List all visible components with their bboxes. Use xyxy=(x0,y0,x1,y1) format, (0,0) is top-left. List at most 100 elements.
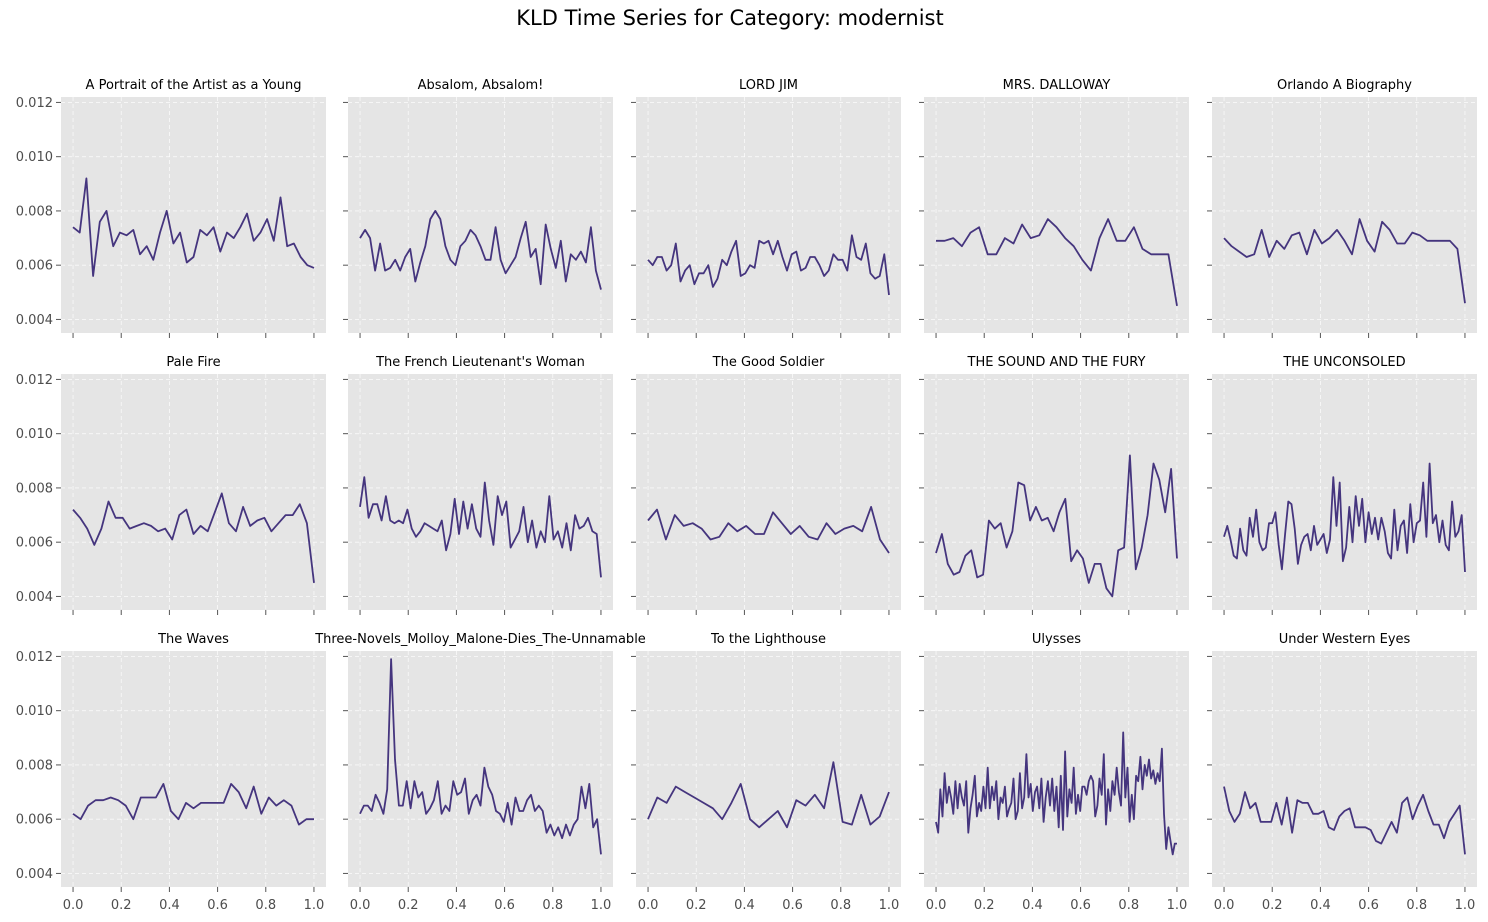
panel-title: MRS. DALLOWAY xyxy=(1003,78,1111,93)
series-line xyxy=(1223,786,1466,855)
x-tick-label: 0.2 xyxy=(974,898,995,913)
panel-title: Absalom, Absalom! xyxy=(418,78,544,93)
panel-background xyxy=(61,97,326,333)
x-tick-label: 0.0 xyxy=(63,898,84,913)
panel-title: THE UNCONSOLED xyxy=(1282,355,1405,370)
y-tick-label: 0.010 xyxy=(16,150,53,165)
series-line xyxy=(935,731,1177,856)
x-tick-label: 0.4 xyxy=(446,898,467,913)
y-tick-label: 0.012 xyxy=(16,650,53,665)
x-tick-label: 0.4 xyxy=(1022,898,1043,913)
panel-title: Under Western Eyes xyxy=(1279,632,1411,647)
x-tick-label: 0.0 xyxy=(1214,898,1235,913)
x-tick-label: 1.0 xyxy=(591,898,612,913)
panel-background xyxy=(1212,651,1477,887)
y-tick-label: 0.010 xyxy=(16,427,53,442)
panel: 0.004 0.006 0.008 0.010 0.012 Pale Fire xyxy=(16,355,326,615)
panel-background xyxy=(924,97,1189,333)
x-tick-label: 0.0 xyxy=(350,898,371,913)
panel-background xyxy=(348,97,613,333)
x-tick-label: 0.4 xyxy=(734,898,755,913)
y-tick-label: 0.008 xyxy=(16,204,53,219)
series-line xyxy=(1223,218,1466,304)
panel-title: Three-Novels_Molloy_Malone-Dies_The-Unna… xyxy=(314,632,646,647)
x-tick-label: 1.0 xyxy=(304,898,325,913)
panel: LORD JIM xyxy=(631,78,901,338)
x-tick-label: 1.0 xyxy=(1167,898,1188,913)
panel: THE SOUND AND THE FURY xyxy=(919,355,1189,615)
series-line xyxy=(72,177,315,277)
y-tick-label: 0.012 xyxy=(16,373,53,388)
series-line xyxy=(647,505,890,554)
series-line xyxy=(935,454,1178,598)
panel-title: LORD JIM xyxy=(739,78,798,93)
series-line xyxy=(936,218,1178,307)
panel-title: To the Lighthouse xyxy=(710,632,826,647)
series-line xyxy=(647,761,890,829)
panel: MRS. DALLOWAY xyxy=(919,78,1189,338)
panel-title: THE SOUND AND THE FURY xyxy=(967,355,1146,370)
panel-background xyxy=(636,374,901,610)
panel: Absalom, Absalom! xyxy=(343,78,613,338)
panel-title: A Portrait of the Artist as a Young xyxy=(86,78,302,93)
panel: 0.0 0.2 0.4 0.6 0.8 1.0 Under Western Eyes xyxy=(1207,632,1477,913)
panel-title: The French Lieutenant's Woman xyxy=(375,355,585,370)
y-tick-label: 0.008 xyxy=(16,481,53,496)
panel-background xyxy=(636,651,901,887)
x-tick-label: 0.6 xyxy=(1358,898,1379,913)
x-tick-label: 0.8 xyxy=(255,898,276,913)
panel-background xyxy=(924,374,1189,610)
series-line xyxy=(72,783,314,826)
x-tick-label: 0.8 xyxy=(542,898,563,913)
series-line xyxy=(647,234,890,296)
y-tick-label: 0.012 xyxy=(16,96,53,111)
panel-title: Pale Fire xyxy=(166,355,220,370)
panel-background xyxy=(61,374,326,610)
x-tick-label: 1.0 xyxy=(1455,898,1476,913)
x-tick-label: 0.4 xyxy=(1310,898,1331,913)
panel-title: The Waves xyxy=(157,632,229,647)
y-tick-label: 0.004 xyxy=(16,867,53,882)
y-tick-label: 0.006 xyxy=(16,259,53,274)
x-tick-label: 0.6 xyxy=(782,898,803,913)
x-tick-label: 0.0 xyxy=(926,898,947,913)
x-tick-label: 0.4 xyxy=(159,898,180,913)
y-tick-label: 0.004 xyxy=(16,590,53,605)
panel: 0.0 0.2 0.4 0.6 0.8 1.0 0.004 0.006 0.008 0.010 0.… xyxy=(16,632,326,913)
panel: 0.004 0.006 0.008 0.010 0.012 A Portrait of t… xyxy=(16,78,326,338)
x-tick-label: 1.0 xyxy=(879,898,900,913)
y-tick-label: 0.004 xyxy=(16,313,53,328)
panels-group: 0.004 0.006 0.008 0.010 0.012 A Portrait of t… xyxy=(16,78,1477,913)
panel-title: The Good Soldier xyxy=(712,355,825,370)
panel: THE UNCONSOLED xyxy=(1207,355,1477,615)
panel-background xyxy=(636,97,901,333)
series-line xyxy=(359,209,602,290)
y-tick-label: 0.008 xyxy=(16,758,53,773)
series-line xyxy=(359,476,602,578)
x-tick-label: 0.6 xyxy=(207,898,228,913)
series-line xyxy=(1223,462,1466,573)
x-tick-label: 0.2 xyxy=(111,898,132,913)
panel-title: Orlando A Biography xyxy=(1277,78,1412,93)
panel-background xyxy=(1212,374,1477,610)
figure-suptitle: KLD Time Series for Category: modernist xyxy=(516,6,943,30)
panel: The Good Soldier xyxy=(631,355,901,615)
x-tick-label: 0.2 xyxy=(398,898,419,913)
y-tick-label: 0.010 xyxy=(16,704,53,719)
panel-background xyxy=(348,374,613,610)
x-tick-label: 0.0 xyxy=(638,898,659,913)
x-tick-label: 0.2 xyxy=(686,898,707,913)
x-tick-label: 0.8 xyxy=(1118,898,1139,913)
x-tick-label: 0.2 xyxy=(1262,898,1283,913)
series-line xyxy=(72,492,315,584)
panel: The French Lieutenant's Woman xyxy=(343,355,613,615)
panel: 0.0 0.2 0.4 0.6 0.8 1.0 To the Lighthouse xyxy=(631,632,901,913)
x-tick-label: 0.6 xyxy=(494,898,515,913)
panel-background xyxy=(61,651,326,887)
panel: Orlando A Biography xyxy=(1207,78,1477,338)
y-tick-label: 0.006 xyxy=(16,813,53,828)
series-line xyxy=(359,658,602,855)
x-tick-label: 0.8 xyxy=(830,898,851,913)
y-tick-label: 0.006 xyxy=(16,536,53,551)
